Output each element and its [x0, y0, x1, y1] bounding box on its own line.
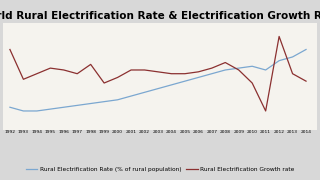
Rural Electrification Rate (% of rural population) — [291, 56, 294, 58]
Rural Electrification Rate (% of rural population) — [129, 95, 133, 97]
Rural Electrification Rate (% of rural population) — [35, 110, 39, 112]
Rural Electrification Growth rate — [291, 73, 294, 75]
Rural Electrification Rate (% of rural population) — [170, 84, 173, 86]
Rural Electrification Growth rate — [210, 67, 214, 69]
Rural Electrification Growth rate — [156, 71, 160, 73]
Rural Electrification Growth rate — [48, 67, 52, 69]
Rural Electrification Rate (% of rural population) — [62, 106, 66, 108]
Rural Electrification Rate (% of rural population) — [75, 104, 79, 106]
Rural Electrification Growth rate — [264, 110, 268, 112]
Rural Electrification Rate (% of rural population) — [156, 87, 160, 90]
Rural Electrification Rate (% of rural population) — [89, 102, 92, 105]
Rural Electrification Growth rate — [196, 71, 200, 73]
Rural Electrification Rate (% of rural population) — [250, 65, 254, 67]
Rural Electrification Growth rate — [183, 73, 187, 75]
Rural Electrification Growth rate — [35, 73, 39, 75]
Line: Rural Electrification Rate (% of rural population): Rural Electrification Rate (% of rural p… — [10, 50, 306, 111]
Rural Electrification Growth rate — [102, 82, 106, 84]
Rural Electrification Growth rate — [237, 69, 241, 71]
Legend: Rural Electrification Rate (% of rural population), Rural Electrification Growth: Rural Electrification Rate (% of rural p… — [23, 165, 297, 174]
Rural Electrification Growth rate — [8, 48, 12, 51]
Rural Electrification Rate (% of rural population) — [8, 106, 12, 108]
Rural Electrification Growth rate — [75, 73, 79, 75]
Rural Electrification Rate (% of rural population) — [48, 108, 52, 110]
Rural Electrification Growth rate — [129, 69, 133, 71]
Rural Electrification Rate (% of rural population) — [210, 73, 214, 75]
Rural Electrification Growth rate — [250, 82, 254, 84]
Rural Electrification Rate (% of rural population) — [143, 91, 147, 93]
Rural Electrification Growth rate — [170, 73, 173, 75]
Rural Electrification Rate (% of rural population) — [102, 101, 106, 103]
Rural Electrification Rate (% of rural population) — [116, 99, 120, 101]
Rural Electrification Growth rate — [21, 78, 25, 80]
Rural Electrification Rate (% of rural population) — [277, 60, 281, 62]
Rural Electrification Rate (% of rural population) — [237, 67, 241, 69]
Rural Electrification Growth rate — [143, 69, 147, 71]
Rural Electrification Growth rate — [62, 69, 66, 71]
Rural Electrification Rate (% of rural population) — [264, 69, 268, 71]
Rural Electrification Rate (% of rural population) — [21, 110, 25, 112]
Rural Electrification Growth rate — [304, 80, 308, 82]
Rural Electrification Growth rate — [89, 63, 92, 66]
Rural Electrification Rate (% of rural population) — [196, 76, 200, 78]
Line: Rural Electrification Growth rate: Rural Electrification Growth rate — [10, 36, 306, 111]
Rural Electrification Growth rate — [223, 61, 227, 64]
Rural Electrification Growth rate — [116, 76, 120, 78]
Rural Electrification Growth rate — [277, 35, 281, 37]
Rural Electrification Rate (% of rural population) — [223, 69, 227, 71]
Rural Electrification Rate (% of rural population) — [183, 80, 187, 82]
Title: World Rural Electrification Rate & Electrification Growth Rate: World Rural Electrification Rate & Elect… — [0, 11, 320, 21]
Rural Electrification Rate (% of rural population) — [304, 48, 308, 51]
